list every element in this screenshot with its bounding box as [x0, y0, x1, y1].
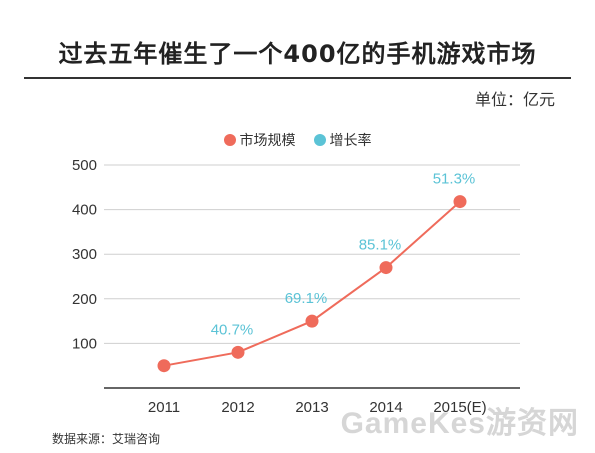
x-tick-label-2: 2013: [295, 399, 328, 416]
market-size-point-4: [453, 195, 467, 209]
growth-rate-label-1: 40.7%: [211, 321, 254, 338]
market-size-point-1: [231, 345, 245, 359]
y-tick-label-400: 400: [72, 202, 97, 219]
market-size-line: [163, 200, 461, 367]
growth-rate-label-3: 85.1%: [359, 237, 402, 254]
legend-item-growth: 增长率: [313, 130, 372, 150]
x-tick-label-1: 2012: [221, 399, 254, 416]
x-tick-label-0: 2011: [148, 399, 180, 416]
growth-rate-label-4: 51.3%: [433, 171, 476, 188]
y-tick-label-200: 200: [72, 291, 97, 308]
unit-label: 单位：亿元: [474, 90, 555, 109]
market-size-point-3: [379, 261, 393, 275]
y-tick-label-100: 100: [72, 335, 97, 352]
chart-title: 过去五年催生了一个400亿的手机游戏市场: [58, 40, 537, 68]
legend-swatch-market: [223, 134, 236, 146]
market-size-point-0: [157, 359, 171, 373]
y-tick-label-500: 500: [72, 157, 97, 174]
legend-swatch-growth: [313, 134, 326, 146]
legend: 市场规模 增长率: [0, 130, 595, 150]
y-tick-label-300: 300: [72, 246, 97, 263]
x-tick-label-3: 2014: [369, 399, 402, 416]
market-size-point-2: [305, 314, 319, 328]
legend-label-growth: 增长率: [329, 133, 372, 149]
growth-rate-label-2: 69.1%: [285, 290, 328, 307]
legend-label-market: 市场规模: [239, 133, 296, 149]
title-underline: [24, 77, 571, 79]
x-tick-label-4: 2015(E): [433, 399, 486, 416]
legend-item-market: 市场规模: [223, 130, 296, 150]
watermark: GameKes游资网: [340, 407, 579, 440]
source-note: 数据来源：艾瑞咨询: [52, 432, 161, 446]
